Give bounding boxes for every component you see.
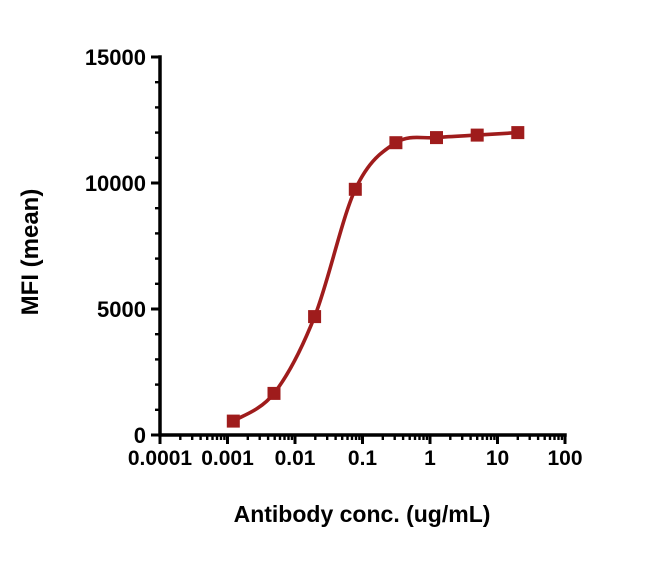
y-tick-label: 0	[134, 423, 146, 448]
x-tick-label: 0.1	[348, 447, 378, 470]
data-point-marker	[470, 128, 484, 142]
data-point-marker	[348, 182, 362, 196]
x-tick-label: 0.0001	[128, 447, 193, 470]
data-point-marker	[308, 310, 322, 324]
x-axis-title: Antibody conc. (ug/mL)	[234, 501, 491, 527]
y-tick-label: 10000	[85, 171, 146, 196]
data-point-marker	[226, 414, 240, 428]
x-tick-label: 10	[486, 447, 509, 470]
data-point-marker	[389, 136, 403, 150]
x-tick-label: 100	[547, 447, 582, 470]
data-point-marker	[267, 386, 281, 400]
y-tick-label: 5000	[97, 297, 146, 322]
data-point-marker	[430, 131, 443, 145]
x-tick-label: 1	[424, 447, 436, 470]
y-tick-label: 15000	[85, 45, 146, 70]
x-tick-label: 0.01	[275, 447, 316, 470]
x-tick-label: 0.001	[201, 447, 254, 470]
data-point-marker	[511, 126, 525, 140]
y-axis-title: MFI (mean)	[17, 189, 44, 316]
axes-line	[158, 55, 567, 437]
plot-area: 0.0001 0.001 0.01 0.1 1 10 100 0 5000 10000 15000	[85, 45, 583, 470]
series-curve	[231, 130, 520, 423]
